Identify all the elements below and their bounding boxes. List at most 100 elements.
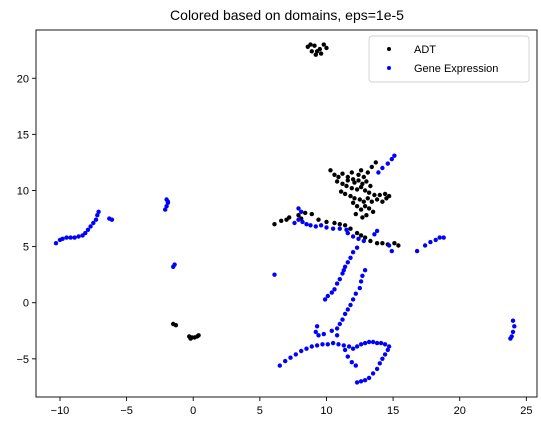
point-adt-22 [342, 223, 348, 228]
point-gene-expression-54 [322, 297, 328, 302]
point-adt-37 [345, 174, 350, 180]
point-gene-expression-106 [370, 371, 376, 376]
point-gene-expression-29 [308, 223, 313, 228]
point-gene-expression-115 [422, 243, 428, 248]
x-axis: −10 −5 0 5 10 15 20 25 [51, 397, 532, 417]
point-adt-61 [361, 199, 366, 204]
point-gene-expression-43 [350, 250, 356, 255]
point-adt-27 [368, 238, 373, 244]
x-tick-label-20: 20 [454, 405, 466, 417]
point-gene-expression-96 [386, 344, 392, 349]
point-adt-35 [336, 174, 341, 180]
point-gene-expression-74 [283, 358, 288, 364]
legend-label-adt: ADT [414, 44, 436, 56]
point-adt-25 [358, 233, 364, 238]
point-gene-expression-87 [350, 346, 356, 351]
point-gene-expression-36 [296, 206, 301, 211]
point-gene-expression-68 [313, 329, 318, 335]
point-gene-expression-72 [334, 333, 340, 338]
point-gene-expression-53 [325, 293, 330, 299]
point-gene-expression-109 [358, 379, 364, 384]
point-adt-82 [349, 170, 354, 175]
point-gene-expression-66 [334, 326, 340, 331]
point-gene-expression-79 [309, 344, 314, 349]
x-tick-label-0: 0 [190, 405, 196, 417]
point-gene-expression-120 [414, 248, 420, 254]
point-gene-expression-31 [318, 223, 324, 228]
point-gene-expression-85 [341, 343, 346, 348]
legend: ADT Gene Expression [368, 35, 530, 83]
point-adt-15 [309, 211, 314, 217]
point-adt-23 [348, 226, 353, 231]
point-gene-expression-6 [76, 234, 81, 239]
x-tick-label--5: −5 [120, 405, 133, 417]
point-gene-expression-88 [354, 344, 360, 349]
point-gene-expression-14 [96, 209, 101, 214]
point-gene-expression-84 [336, 342, 341, 347]
y-tick-label--5: −5 [16, 354, 29, 366]
point-gene-expression-49 [337, 277, 342, 282]
point-gene-expression-10 [88, 224, 93, 229]
y-axis: −5 0 5 10 15 20 [16, 73, 36, 366]
point-adt-31 [392, 241, 397, 246]
point-adt-42 [369, 164, 374, 170]
point-adt-57 [342, 191, 348, 197]
point-adt-70 [362, 204, 368, 209]
point-adt-51 [366, 190, 372, 195]
point-gene-expression-58 [357, 285, 362, 291]
point-gene-expression-67 [314, 324, 320, 329]
point-gene-expression-18 [164, 204, 169, 209]
point-gene-expression-77 [299, 348, 304, 354]
point-gene-expression-116 [428, 239, 433, 245]
y-tick-label-20: 20 [17, 73, 29, 85]
point-gene-expression-30 [313, 224, 318, 229]
point-adt-60 [357, 197, 362, 202]
point-gene-expression-100 [353, 363, 358, 368]
point-adt-8 [308, 42, 313, 47]
point-gene-expression-21 [165, 199, 171, 204]
point-adt-59 [352, 196, 357, 201]
point-gene-expression-108 [362, 378, 368, 383]
point-adt-65 [380, 199, 385, 204]
point-adt-49 [358, 184, 364, 190]
point-gene-expression-56 [360, 273, 365, 278]
point-gene-expression-41 [361, 238, 366, 244]
point-gene-expression-128 [510, 329, 516, 335]
point-adt-68 [354, 204, 360, 209]
point-adt-90 [196, 333, 201, 338]
point-gene-expression-97 [342, 347, 348, 353]
point-gene-expression-94 [378, 340, 384, 346]
legend-marker-gene-expression [387, 66, 391, 70]
point-adt-81 [368, 183, 373, 189]
point-gene-expression-52 [329, 290, 334, 295]
point-gene-expression-91 [366, 339, 372, 345]
point-adt-26 [362, 235, 368, 240]
point-adt-91 [188, 336, 193, 341]
point-adt-13 [296, 213, 301, 218]
point-adt-58 [348, 193, 353, 199]
point-gene-expression-81 [320, 342, 325, 347]
point-gene-expression-110 [354, 380, 360, 385]
point-gene-expression-70 [321, 331, 326, 337]
point-gene-expression-112 [372, 232, 377, 237]
point-gene-expression-62 [345, 307, 350, 312]
point-gene-expression-17 [163, 207, 168, 212]
point-adt-41 [365, 170, 370, 175]
point-adt-52 [372, 192, 377, 198]
point-adt-43 [373, 160, 378, 165]
point-adt-28 [374, 241, 380, 246]
point-gene-expression-11 [91, 220, 96, 226]
plot-frame [35, 29, 538, 398]
point-gene-expression-44 [348, 255, 353, 260]
point-adt-7 [324, 45, 329, 51]
point-gene-expression-75 [288, 355, 293, 360]
point-gene-expression-28 [304, 222, 309, 227]
point-gene-expression-63 [342, 311, 348, 317]
point-gene-expression-55 [362, 268, 368, 273]
point-gene-expression-50 [334, 281, 340, 286]
legend-box [368, 35, 530, 83]
point-gene-expression-46 [342, 264, 348, 269]
point-gene-expression-51 [332, 287, 337, 292]
point-adt-29 [380, 241, 385, 246]
